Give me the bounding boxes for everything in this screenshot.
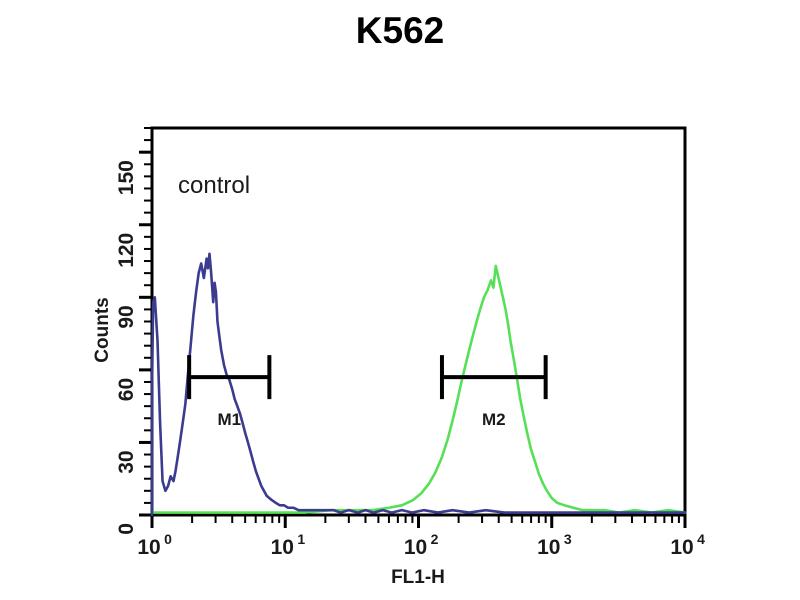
x-tick-exponent: 2 <box>431 531 439 547</box>
y-tick-label: 120 <box>115 233 138 268</box>
x-axis-minor-ticks <box>191 515 680 523</box>
gate-markers: M1 M2 <box>187 355 548 429</box>
x-tick-label: 10 0 <box>137 531 172 559</box>
x-tick-label: 10 2 <box>404 531 439 559</box>
y-axis-ticks <box>139 150 152 517</box>
page-title: K562 <box>355 10 445 51</box>
gate-label: M2 <box>482 410 506 429</box>
gate-m1: M1 <box>187 355 272 429</box>
gate-label: M1 <box>217 410 241 429</box>
x-tick-mantissa: 10 <box>537 536 560 559</box>
y-axis-minor-ticks <box>144 127 152 504</box>
x-tick-label: 10 1 <box>271 531 306 559</box>
x-tick-exponent: 3 <box>564 531 572 547</box>
y-tick-label: 60 <box>115 378 138 401</box>
y-axis-label: Counts <box>92 297 113 362</box>
sample-trace <box>150 264 687 514</box>
y-axis-tick-labels: 0 30 60 90 120 150 <box>115 160 138 535</box>
x-tick-label: 10 3 <box>537 531 572 559</box>
x-axis-tick-labels: 10 0 10 1 10 2 10 3 10 4 <box>137 531 705 559</box>
x-tick-mantissa: 10 <box>137 536 160 559</box>
x-axis-ticks <box>150 515 687 528</box>
y-tick-label: 150 <box>115 160 138 195</box>
x-tick-mantissa: 10 <box>404 536 427 559</box>
gate-m2: M2 <box>439 355 548 429</box>
control-trace <box>150 252 687 517</box>
x-tick-label: 10 4 <box>670 531 705 559</box>
x-tick-mantissa: 10 <box>271 536 294 559</box>
y-tick-label: 0 <box>115 523 138 535</box>
x-tick-exponent: 1 <box>297 531 305 547</box>
y-tick-label: 30 <box>115 450 138 473</box>
x-tick-exponent: 0 <box>164 531 172 547</box>
control-annotation: control <box>178 172 250 199</box>
x-tick-exponent: 4 <box>697 531 705 547</box>
x-tick-mantissa: 10 <box>670 536 693 559</box>
x-axis-label: FL1-H <box>391 567 445 588</box>
y-tick-label: 90 <box>115 305 138 328</box>
